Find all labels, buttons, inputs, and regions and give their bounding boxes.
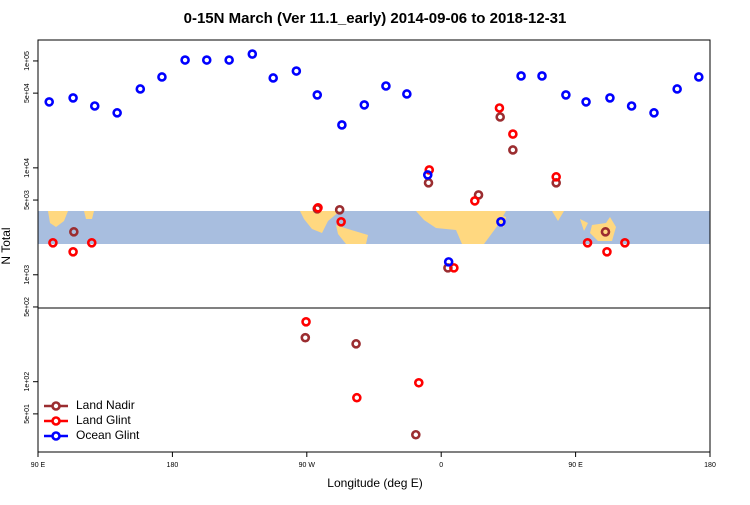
point bbox=[581, 97, 591, 107]
point bbox=[224, 55, 234, 65]
point bbox=[600, 227, 611, 237]
point bbox=[69, 227, 79, 237]
legend-label: Land Glint bbox=[76, 413, 131, 427]
point bbox=[86, 238, 97, 248]
point bbox=[402, 89, 412, 99]
point bbox=[336, 216, 346, 227]
point bbox=[300, 332, 311, 343]
x-tick-label: 90 W bbox=[299, 462, 316, 469]
point bbox=[494, 103, 505, 113]
point bbox=[423, 178, 434, 188]
point bbox=[537, 71, 547, 81]
point bbox=[291, 66, 302, 76]
x-tick-label: 180 bbox=[167, 462, 179, 469]
point bbox=[516, 71, 526, 81]
point bbox=[626, 101, 637, 111]
legend-marker bbox=[51, 431, 61, 441]
y-tick-label: 5e+01 bbox=[24, 404, 31, 424]
point bbox=[44, 97, 55, 107]
point bbox=[247, 49, 258, 59]
point bbox=[89, 101, 100, 111]
x-tick-label: 0 bbox=[439, 462, 443, 469]
point bbox=[422, 170, 433, 180]
point bbox=[582, 238, 593, 248]
x-tick-label: 90 E bbox=[568, 462, 583, 469]
x-axis-label: Longitude (deg E) bbox=[327, 476, 422, 490]
y-axis-label: N Total bbox=[0, 227, 13, 264]
point bbox=[68, 247, 78, 257]
point bbox=[605, 93, 615, 103]
point bbox=[508, 145, 518, 155]
point bbox=[449, 263, 459, 273]
point bbox=[157, 72, 167, 82]
point bbox=[508, 129, 518, 139]
y-tick-label: 5e+02 bbox=[24, 297, 31, 317]
point bbox=[351, 339, 361, 349]
point bbox=[112, 108, 122, 118]
legend-label: Ocean Glint bbox=[76, 428, 140, 442]
point bbox=[602, 247, 612, 257]
legend-marker bbox=[51, 401, 61, 411]
point bbox=[312, 90, 323, 100]
point bbox=[135, 84, 146, 94]
chart-title: 0-15N March (Ver 11.1_early) 2014-09-06 … bbox=[184, 10, 567, 27]
legend-marker bbox=[51, 416, 61, 426]
point bbox=[381, 81, 391, 91]
point bbox=[313, 203, 323, 213]
point bbox=[301, 317, 311, 327]
y-tick-label: 1e+02 bbox=[24, 372, 31, 392]
point bbox=[413, 377, 424, 388]
point bbox=[561, 90, 571, 100]
point bbox=[334, 205, 345, 215]
legend-label: Land Nadir bbox=[76, 398, 135, 412]
y-tick-label: 1e+04 bbox=[24, 158, 31, 178]
point bbox=[201, 55, 212, 65]
point bbox=[443, 257, 454, 267]
x-tick-label: 90 E bbox=[31, 462, 46, 469]
y-tick-label: 1e+05 bbox=[24, 51, 31, 71]
point bbox=[496, 216, 506, 227]
plot-frame bbox=[37, 39, 711, 453]
y-tick-label: 1e+03 bbox=[24, 265, 31, 285]
map-background bbox=[38, 211, 710, 244]
point bbox=[411, 429, 421, 440]
point bbox=[180, 55, 190, 65]
point bbox=[620, 238, 630, 248]
point bbox=[352, 392, 362, 403]
point bbox=[551, 172, 561, 182]
point bbox=[672, 84, 682, 94]
point bbox=[48, 238, 58, 248]
point bbox=[424, 165, 435, 175]
y-tick-label: 5e+03 bbox=[24, 190, 31, 210]
point bbox=[649, 108, 659, 118]
point bbox=[693, 72, 704, 82]
y-tick-label: 5e+04 bbox=[24, 83, 31, 103]
point bbox=[68, 93, 78, 103]
x-tick-label: 180 bbox=[704, 462, 716, 469]
point bbox=[469, 196, 480, 206]
point bbox=[495, 112, 505, 122]
point bbox=[337, 120, 347, 130]
point bbox=[268, 73, 279, 83]
point bbox=[359, 100, 370, 110]
